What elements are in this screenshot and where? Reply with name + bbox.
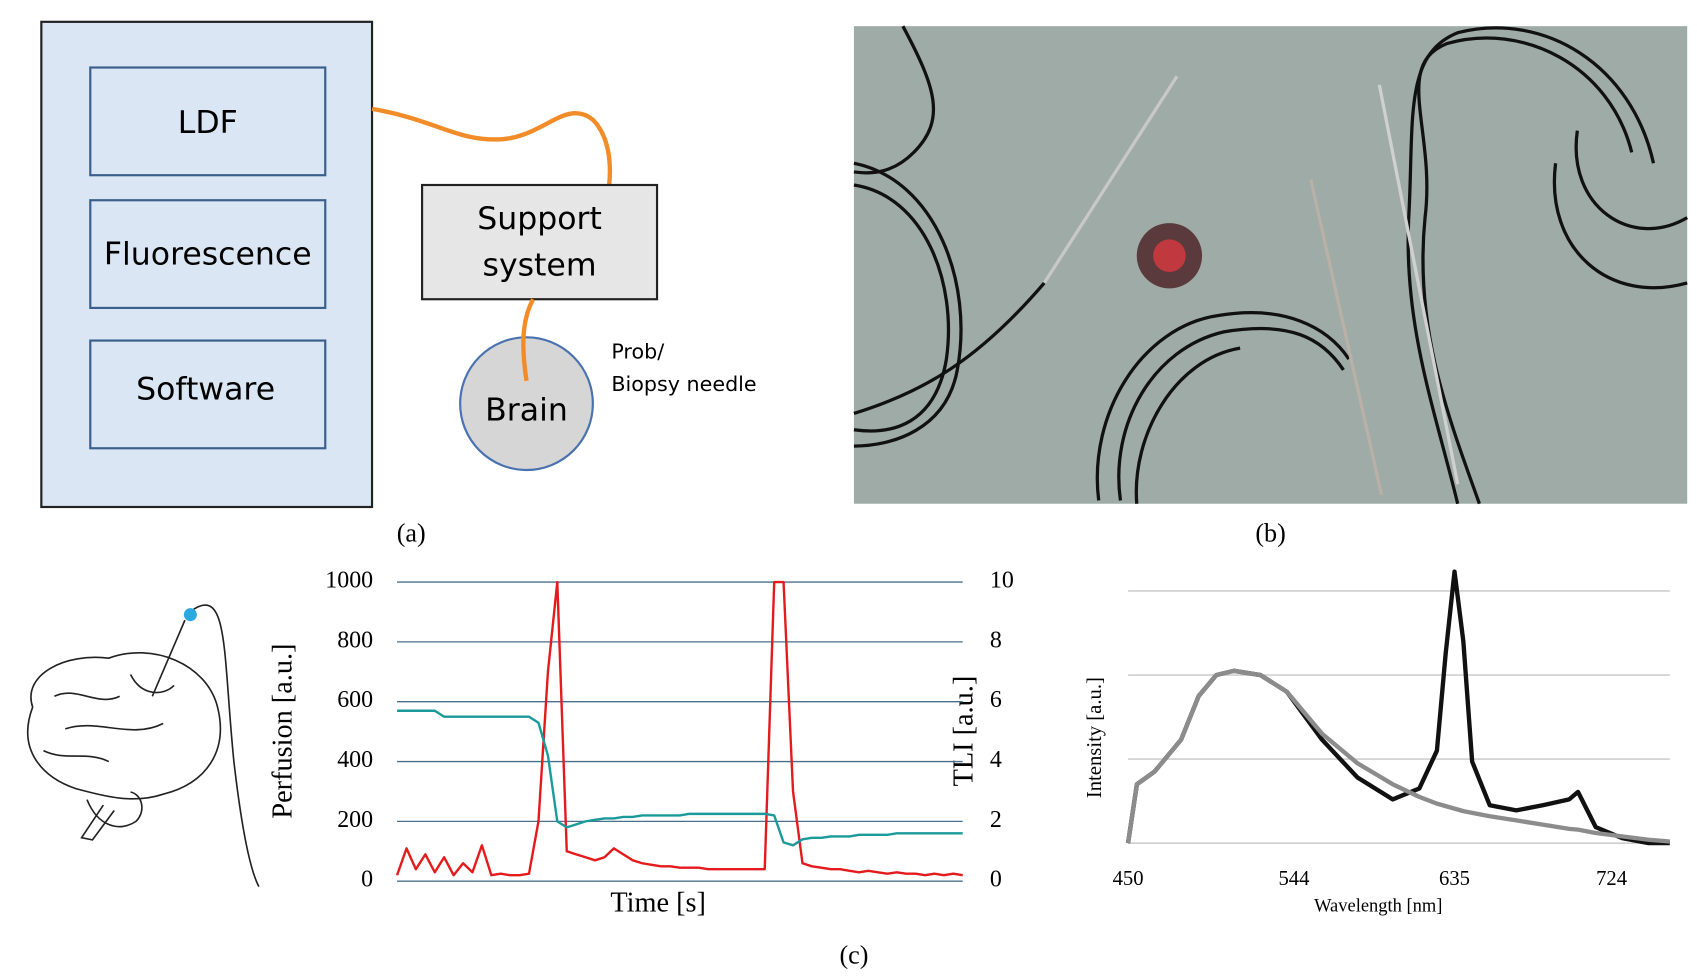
- support-box: [420, 183, 659, 301]
- y-tick-label: 200: [337, 807, 373, 833]
- brain-label: Brain: [485, 392, 568, 428]
- y2-tick-label: 0: [990, 867, 1002, 893]
- series-line: [1125, 668, 1670, 844]
- photo: [853, 25, 1689, 505]
- x-tick-label: 450: [1113, 868, 1144, 890]
- support-label: system: [483, 248, 597, 284]
- series-line: [1125, 569, 1670, 846]
- y2-tick-label: 8: [990, 627, 1002, 653]
- module-label: Fluorescence: [104, 237, 312, 273]
- x-axis-label: Wavelength [nm]: [1314, 896, 1442, 916]
- series-line: [395, 580, 963, 877]
- module-label: LDF: [178, 105, 238, 141]
- probe-label: Biopsy needle: [611, 372, 756, 396]
- x-axis-label: Time [s]: [610, 888, 706, 919]
- y-tick-label: 0: [361, 867, 373, 893]
- panel-label: (b): [1255, 518, 1285, 547]
- y2-tick-label: 4: [990, 747, 1002, 773]
- fiber: [371, 106, 613, 186]
- y2-tick-label: 10: [990, 568, 1014, 594]
- support-label: Support: [477, 201, 602, 237]
- module-box: [89, 339, 327, 450]
- y-tick-label: 400: [337, 747, 373, 773]
- panel-label: (c): [839, 940, 868, 969]
- series-line: [397, 709, 963, 847]
- y-tick-label: 600: [337, 687, 373, 713]
- probe-label: Prob/: [611, 340, 664, 364]
- y2-tick-label: 2: [990, 807, 1002, 833]
- y-tick-label: 1000: [325, 568, 373, 594]
- x-tick-label: 724: [1596, 868, 1627, 890]
- module-box: [89, 66, 327, 177]
- panel-label: (a): [397, 518, 426, 547]
- probe-tip: [183, 608, 197, 622]
- y-axis-label: Intensity [a.u.]: [1084, 677, 1106, 798]
- y2-axis-label: TLI [a.u.]: [948, 676, 979, 787]
- brain-illustration: [27, 604, 260, 888]
- y-tick-label: 800: [337, 627, 373, 653]
- module-box: [89, 199, 327, 310]
- brain-circle: [459, 336, 594, 472]
- x-tick-label: 635: [1439, 868, 1470, 890]
- module-label: Software: [136, 372, 275, 408]
- y-axis-label: Perfusion [a.u.]: [267, 644, 298, 819]
- fiber: [521, 298, 535, 382]
- x-tick-label: 544: [1278, 868, 1309, 890]
- y2-tick-label: 6: [990, 687, 1002, 713]
